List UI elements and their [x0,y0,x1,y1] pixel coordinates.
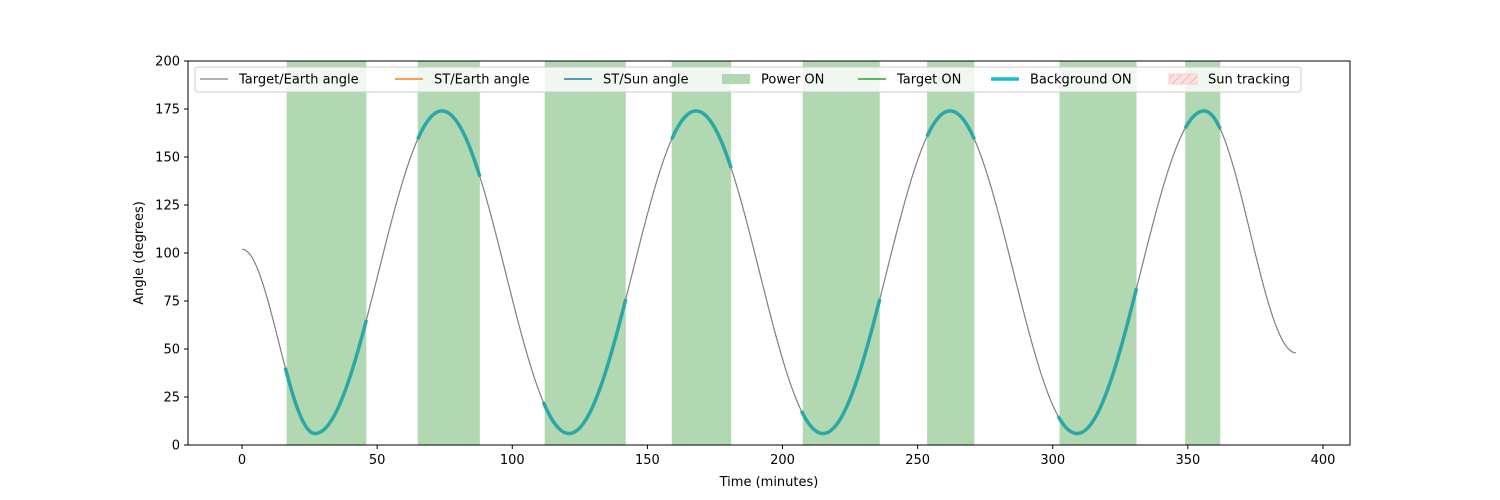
background-on-segment-6 [925,109,976,140]
y-tick-label: 175 [155,103,180,118]
background-on-segment-5 [799,298,882,436]
power-on-spans [286,61,1221,445]
legend-swatch-hatch [1168,73,1198,85]
x-axis-ticks: 0 50 100 150 200 250 300 350 400 [238,445,1335,468]
x-tick-label: 200 [770,453,795,468]
x-tick-label: 350 [1175,453,1200,468]
legend-swatch [722,74,750,84]
y-tick-label: 125 [155,199,180,214]
legend-entry: Target/Earth angle [200,73,359,88]
x-tick-label: 50 [369,453,386,468]
power-on-span-5 [802,61,880,445]
background-on-segment-3 [541,298,628,436]
background-on-segment-4 [670,109,733,169]
power-on-span-3 [544,61,626,445]
x-tick-label: 300 [1040,453,1065,468]
x-tick-label: 150 [635,453,660,468]
legend-label: Target/Earth angle [238,73,359,88]
background-on-segment-8 [1183,109,1222,130]
legend-label: Sun tracking [1208,73,1290,88]
legend-entry: Sun tracking [1168,73,1290,88]
x-tick-label: 100 [500,453,525,468]
background-on-segment-1 [283,319,369,436]
x-axis-label: Time (minutes) [719,475,819,490]
power-on-span-2 [417,61,480,445]
legend-entry: Power ON [722,73,824,88]
x-tick-label: 250 [905,453,930,468]
power-on-span-6 [927,61,975,445]
y-tick-label: 0 [172,439,180,454]
legend-entry: ST/Sun angle [564,73,689,88]
legend-label: Target ON [896,73,961,88]
power-on-span-7 [1059,61,1137,445]
background-on-segment-2 [416,109,482,178]
power-on-span-1 [286,61,367,445]
y-axis-label: Angle (degrees) [132,201,147,305]
power-on-span-8 [1185,61,1221,445]
series-lines [241,110,1297,435]
power-on-span-4 [671,61,732,445]
legend-entry: Background ON [991,73,1132,88]
y-tick-label: 50 [163,343,180,358]
legend-label: Power ON [761,73,824,88]
legend: Target/Earth angle ST/Earth angle ST/Sun a… [194,66,1302,93]
series-line-target-earth-angle [241,110,1297,435]
legend-label: ST/Earth angle [434,73,530,88]
legend-entry: Target ON [858,73,961,88]
y-tick-label: 200 [155,55,180,70]
legend-entry: ST/Earth angle [395,73,530,88]
background-on-segment-7 [1056,287,1139,436]
x-tick-label: 0 [238,453,246,468]
y-tick-label: 150 [155,151,180,166]
legend-label: ST/Sun angle [603,73,689,88]
background-on-segments [283,109,1222,436]
legend-label: Background ON [1030,73,1132,88]
y-tick-label: 25 [163,391,180,406]
x-tick-label: 400 [1311,453,1336,468]
y-tick-label: 100 [155,247,180,262]
y-axis-ticks: 0 25 50 75 100 125 150 175 200 [155,55,188,454]
y-tick-label: 75 [163,295,180,310]
